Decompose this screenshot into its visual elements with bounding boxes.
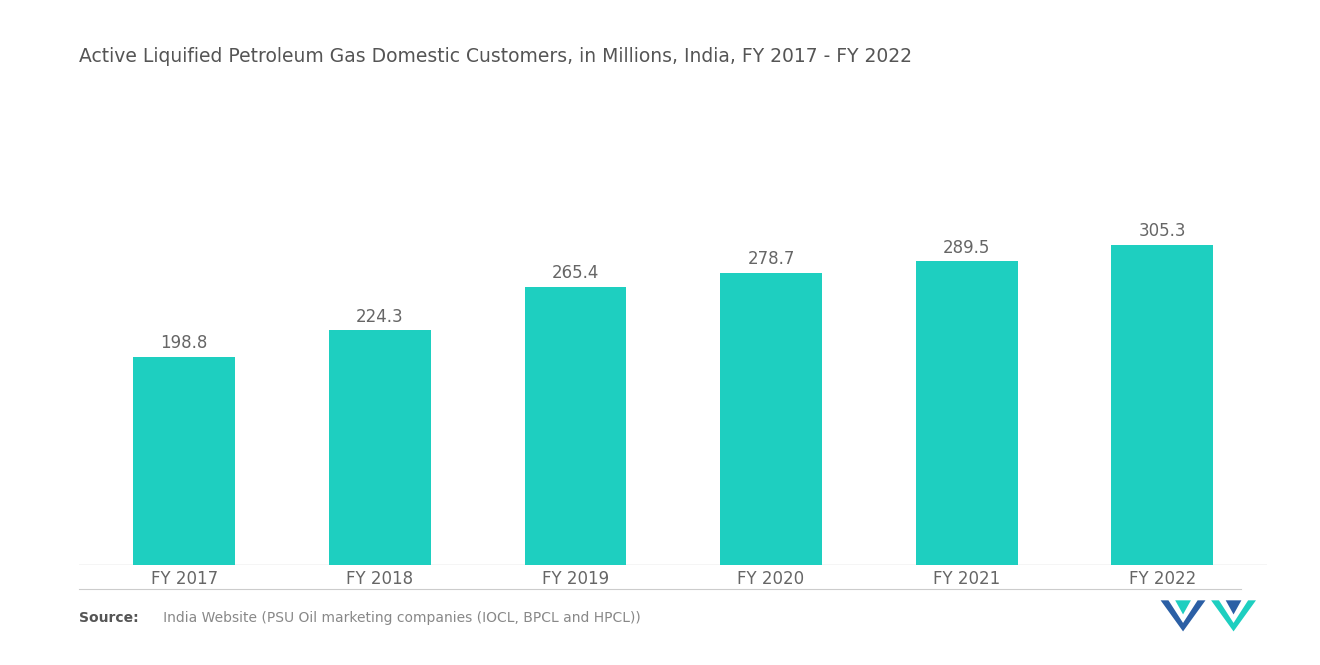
Text: 289.5: 289.5 xyxy=(942,239,990,257)
Bar xyxy=(721,273,822,565)
Bar xyxy=(329,330,430,565)
Polygon shape xyxy=(1175,600,1191,614)
Text: Active Liquified Petroleum Gas Domestic Customers, in Millions, India, FY 2017 -: Active Liquified Petroleum Gas Domestic … xyxy=(79,47,912,66)
Text: 265.4: 265.4 xyxy=(552,265,599,283)
Text: 278.7: 278.7 xyxy=(747,251,795,269)
Bar xyxy=(133,356,235,565)
Text: 224.3: 224.3 xyxy=(356,307,404,326)
Polygon shape xyxy=(1212,600,1257,632)
Bar xyxy=(524,287,626,565)
Bar xyxy=(916,261,1018,565)
Text: India Website (PSU Oil marketing companies (IOCL, BPCL and HPCL)): India Website (PSU Oil marketing compani… xyxy=(150,611,642,626)
Text: 305.3: 305.3 xyxy=(1139,223,1187,241)
Bar xyxy=(1111,245,1213,565)
Polygon shape xyxy=(1226,600,1241,614)
Polygon shape xyxy=(1160,600,1205,632)
Text: 198.8: 198.8 xyxy=(161,334,207,352)
Text: Source:: Source: xyxy=(79,611,139,626)
